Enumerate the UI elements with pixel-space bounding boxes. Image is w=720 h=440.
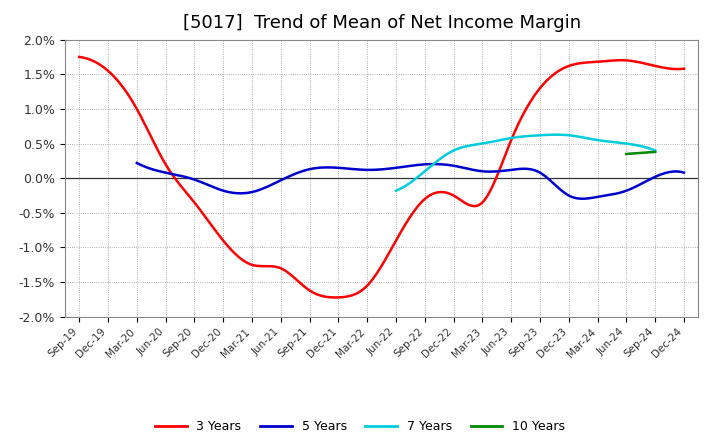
Title: [5017]  Trend of Mean of Net Income Margin: [5017] Trend of Mean of Net Income Margi… xyxy=(183,15,580,33)
Legend: 3 Years, 5 Years, 7 Years, 10 Years: 3 Years, 5 Years, 7 Years, 10 Years xyxy=(150,415,570,438)
